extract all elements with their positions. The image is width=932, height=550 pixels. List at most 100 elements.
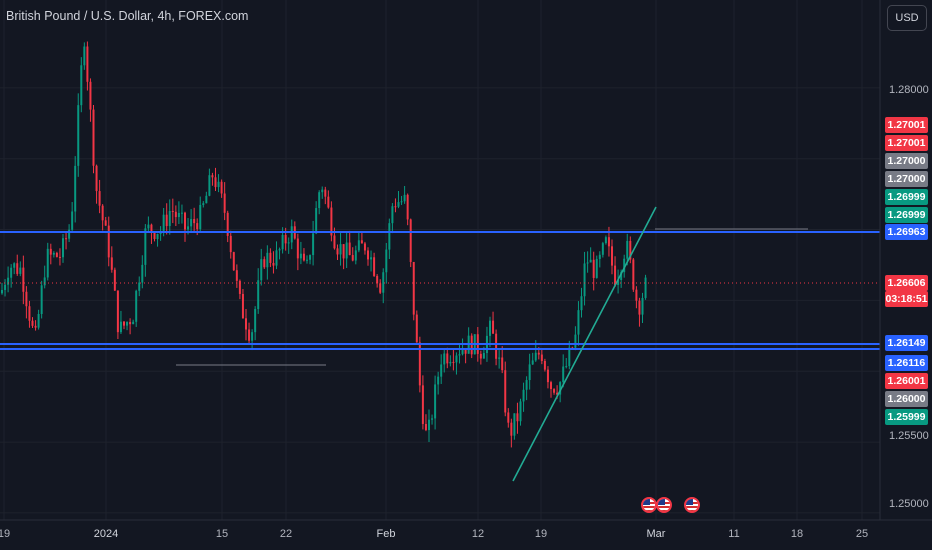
candle-body (92, 109, 95, 166)
time-axis-label: 12 (471, 528, 485, 540)
candle-body (52, 252, 55, 255)
candle-body (546, 369, 549, 383)
candle-body (586, 262, 589, 264)
candle-body (635, 289, 638, 301)
candle-body (339, 244, 342, 255)
candle-body (367, 250, 369, 260)
candle-body (611, 246, 613, 266)
candle-body (501, 357, 504, 371)
candle-body (342, 244, 345, 259)
candle-body (327, 196, 330, 208)
candle-body (330, 207, 333, 236)
candle-body (208, 175, 211, 196)
candle-body (525, 380, 528, 390)
candle-body (80, 65, 83, 106)
candle-body (65, 238, 68, 240)
candle-body (373, 257, 376, 276)
candle-body (412, 261, 415, 315)
candle-body (354, 250, 357, 261)
candle-body (415, 314, 418, 343)
candle-body (461, 349, 464, 355)
chart-grid (0, 0, 880, 520)
candle-body (543, 360, 546, 370)
time-axis-label: 25 (855, 528, 869, 540)
price-tag: 1.27001 (885, 117, 928, 133)
bar-countdown: 03:18:51 (885, 291, 928, 307)
candle-body (437, 376, 440, 385)
candle-body (531, 360, 534, 365)
candle-body (565, 366, 568, 368)
time-axis-label: 19 (0, 528, 11, 540)
candle-body (428, 419, 430, 431)
candle-body (296, 238, 299, 259)
candle-body (370, 257, 373, 260)
candle-body (263, 259, 266, 268)
price-tag: 1.26999 (885, 189, 928, 205)
currency-button[interactable]: USD (887, 5, 927, 31)
price-tag: 1.27000 (885, 153, 928, 169)
candle-body (165, 214, 168, 227)
candle-body (40, 285, 43, 314)
candle-body (516, 413, 519, 422)
candle-body (269, 252, 272, 263)
candle-body (629, 240, 632, 260)
candle-body (333, 235, 336, 249)
candle-body (104, 220, 107, 226)
candle-body (318, 192, 321, 209)
candle-body (86, 46, 89, 82)
candle-body (177, 212, 180, 218)
us-flag-icon[interactable] (641, 497, 657, 513)
price-tag: 1.26000 (885, 391, 928, 407)
candle-body (403, 194, 406, 202)
candle-body (489, 320, 491, 336)
candle-body (519, 401, 522, 422)
candle-body (19, 267, 22, 274)
candle-body (385, 249, 388, 273)
candle-body (632, 259, 635, 290)
candle-body (248, 329, 251, 341)
time-axis-label: 2024 (93, 528, 119, 540)
candle-body (77, 105, 80, 166)
candle-body (464, 349, 467, 354)
candle-body (13, 263, 16, 268)
candle-body (4, 284, 7, 290)
price-tag: 1.27000 (885, 171, 928, 187)
candle-body (211, 175, 214, 178)
candle-body (284, 234, 287, 244)
candle-body (312, 233, 315, 256)
candle-body (495, 333, 498, 359)
candle-body (595, 258, 598, 278)
candle-body (348, 242, 351, 256)
price-tag: 1.27001 (885, 135, 928, 151)
candle-body (180, 212, 183, 214)
candle-body (443, 353, 446, 365)
candle-body (28, 306, 31, 321)
candle-body (278, 249, 281, 251)
candle-body (641, 297, 644, 315)
trend-line[interactable] (512, 206, 657, 482)
candle-body (306, 259, 308, 261)
candle-body (168, 210, 171, 227)
candle-body (58, 256, 61, 258)
price-axis-label: 1.25000 (889, 498, 929, 510)
candle-body (421, 385, 424, 424)
us-flag-icon[interactable] (656, 497, 672, 513)
candle-body (562, 366, 565, 383)
candle-body (568, 347, 571, 367)
price-tag: 1.25999 (885, 409, 928, 425)
candle-body (144, 228, 147, 265)
candle-body (275, 250, 278, 266)
time-axis-label: 22 (279, 528, 293, 540)
last-price-tag: 1.26606 (885, 275, 928, 291)
candle-body (302, 253, 305, 261)
candle-body (254, 309, 257, 333)
candle-body (345, 242, 348, 259)
candle-body (25, 291, 28, 307)
us-flag-icon[interactable] (684, 497, 700, 513)
candle-body (74, 165, 77, 212)
candle-body (205, 195, 208, 204)
price-axis-label: 1.25500 (889, 430, 929, 442)
candle-body (299, 253, 302, 259)
candle-body (604, 237, 607, 244)
